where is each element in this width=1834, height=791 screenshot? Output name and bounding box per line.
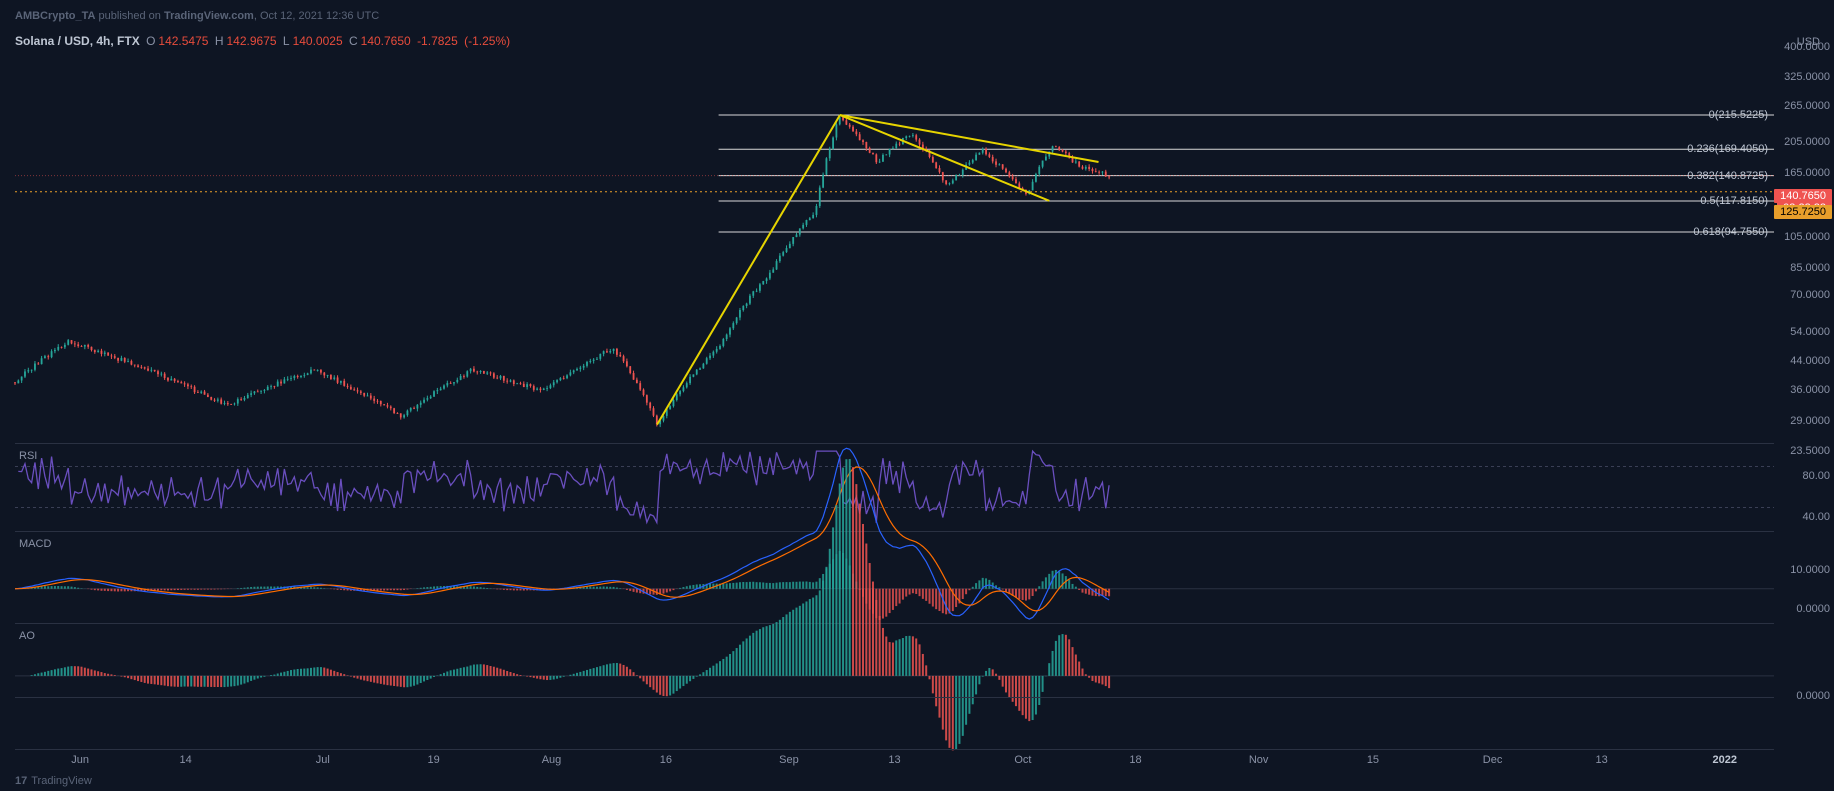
ao-chart-svg [15,626,1774,694]
price-chart-svg [15,20,1774,440]
footer: 17TradingView [15,775,92,787]
ao-pane[interactable]: AO [15,626,1774,694]
rsi-chart-svg [15,446,1774,528]
price-pane[interactable] [15,20,1774,440]
x-axis: Jun14Jul19Aug16Sep13Oct18Nov15Dec132022 [15,749,1774,771]
macd-chart-svg [15,534,1774,620]
rsi-pane[interactable]: RSI [15,446,1774,528]
pane-divider [15,697,1774,698]
chart-root: AMBCrypto_TA published on TradingView.co… [0,0,1834,791]
pane-divider [15,531,1774,532]
y-axis: USD400.0000325.0000265.0000205.0000165.0… [1776,20,1834,749]
pane-divider [15,623,1774,624]
panes: RSI MACD AO [0,20,1834,749]
macd-pane[interactable]: MACD [15,534,1774,620]
tradingview-logo-icon: 17 [15,775,27,787]
pane-divider [15,443,1774,444]
